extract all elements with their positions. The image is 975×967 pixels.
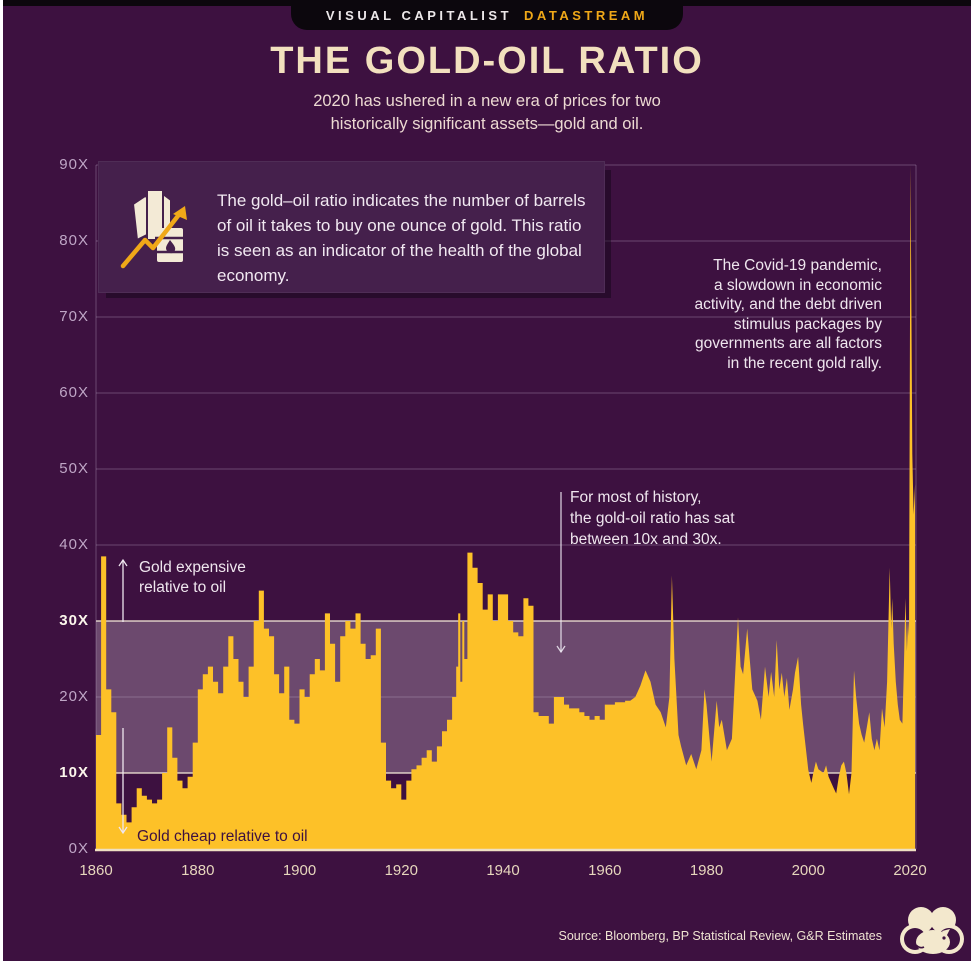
y-axis-label-10X: 10X <box>59 764 89 781</box>
source-credit: Source: Bloomberg, BP Statistical Review… <box>558 929 882 943</box>
y-axis-label-30X: 30X <box>59 612 89 629</box>
y-axis-label-60X: 60X <box>59 384 89 401</box>
brand-name: VISUAL CAPITALIST <box>325 7 513 23</box>
x-axis-label-1960: 1960 <box>588 862 622 879</box>
band-note-line: For most of history, <box>570 489 702 506</box>
gold-expensive-annotation: Gold expensive relative to oil <box>139 558 299 598</box>
y-axis-label-70X: 70X <box>59 308 89 325</box>
band-note-down-arrow-head <box>556 645 566 654</box>
covid-line: activity, and the debt driven <box>694 296 882 313</box>
x-axis-label-1940: 1940 <box>486 862 520 879</box>
visual-capitalist-logo <box>900 907 964 954</box>
x-axis-label-2000: 2000 <box>791 862 825 879</box>
x-axis-label-2020: 2020 <box>893 862 927 879</box>
band-note-annotation: For most of history, the gold-oil ratio … <box>570 487 790 550</box>
x-axis-label-1860: 1860 <box>79 862 113 879</box>
x-axis-label-1900: 1900 <box>282 862 317 879</box>
y-axis-label-50X: 50X <box>59 460 89 477</box>
x-axis-label-1920: 1920 <box>384 862 418 879</box>
band-note-line: between 10x and 30x. <box>570 531 722 548</box>
subtitle-line-1: 2020 has ushered in a new era of prices … <box>313 92 661 110</box>
x-axis-label-1880: 1880 <box>181 862 215 879</box>
covid-annotation: The Covid-19 pandemic, a slowdown in eco… <box>632 256 882 373</box>
gold-expensive-line: relative to oil <box>139 579 227 596</box>
y-axis-label-80X: 80X <box>59 232 89 249</box>
y-axis-label-40X: 40X <box>59 536 89 553</box>
gold-bars-oil-barrel-rising-arrow-icon <box>120 189 187 269</box>
covid-line: governments are all factors <box>695 335 882 352</box>
y-axis-label-0X: 0X <box>68 840 89 857</box>
x-axis-label-1980: 1980 <box>689 862 724 879</box>
info-box-text: The gold–oil ratio indicates the number … <box>217 191 586 285</box>
covid-line: a slowdown in economic <box>713 276 882 294</box>
ratio-band-10x-30x <box>96 621 916 773</box>
covid-line: stimulus packages by <box>733 315 882 333</box>
gold-expensive-up-arrow-head <box>118 558 128 567</box>
covid-line: in the recent gold rally. <box>727 354 882 372</box>
infographic-sheet: VISUAL CAPITALIST DATASTREAM THE GOLD-OI… <box>3 0 971 961</box>
page-title: THE GOLD-OIL RATIO <box>270 40 704 82</box>
gold-cheap-annotation: Gold cheap relative to oil <box>137 828 308 845</box>
brand-banner: VISUAL CAPITALIST DATASTREAM <box>291 0 683 30</box>
product-name: DATASTREAM <box>524 7 649 23</box>
gold-cheap-down-arrow-head <box>118 826 128 835</box>
covid-line: The Covid-19 pandemic, <box>713 257 882 274</box>
y-axis-label-90X: 90X <box>59 156 89 173</box>
band-note-line: the gold-oil ratio has sat <box>570 510 735 527</box>
page-subtitle: 2020 has ushered in a new era of prices … <box>3 90 971 136</box>
gold-oil-ratio-area-chart <box>95 164 917 852</box>
y-axis-label-20X: 20X <box>59 688 89 705</box>
info-box: The gold–oil ratio indicates the number … <box>98 161 605 293</box>
subtitle-line-2: historically significant assets—gold and… <box>330 115 644 133</box>
gold-expensive-line: Gold expensive <box>139 559 246 576</box>
